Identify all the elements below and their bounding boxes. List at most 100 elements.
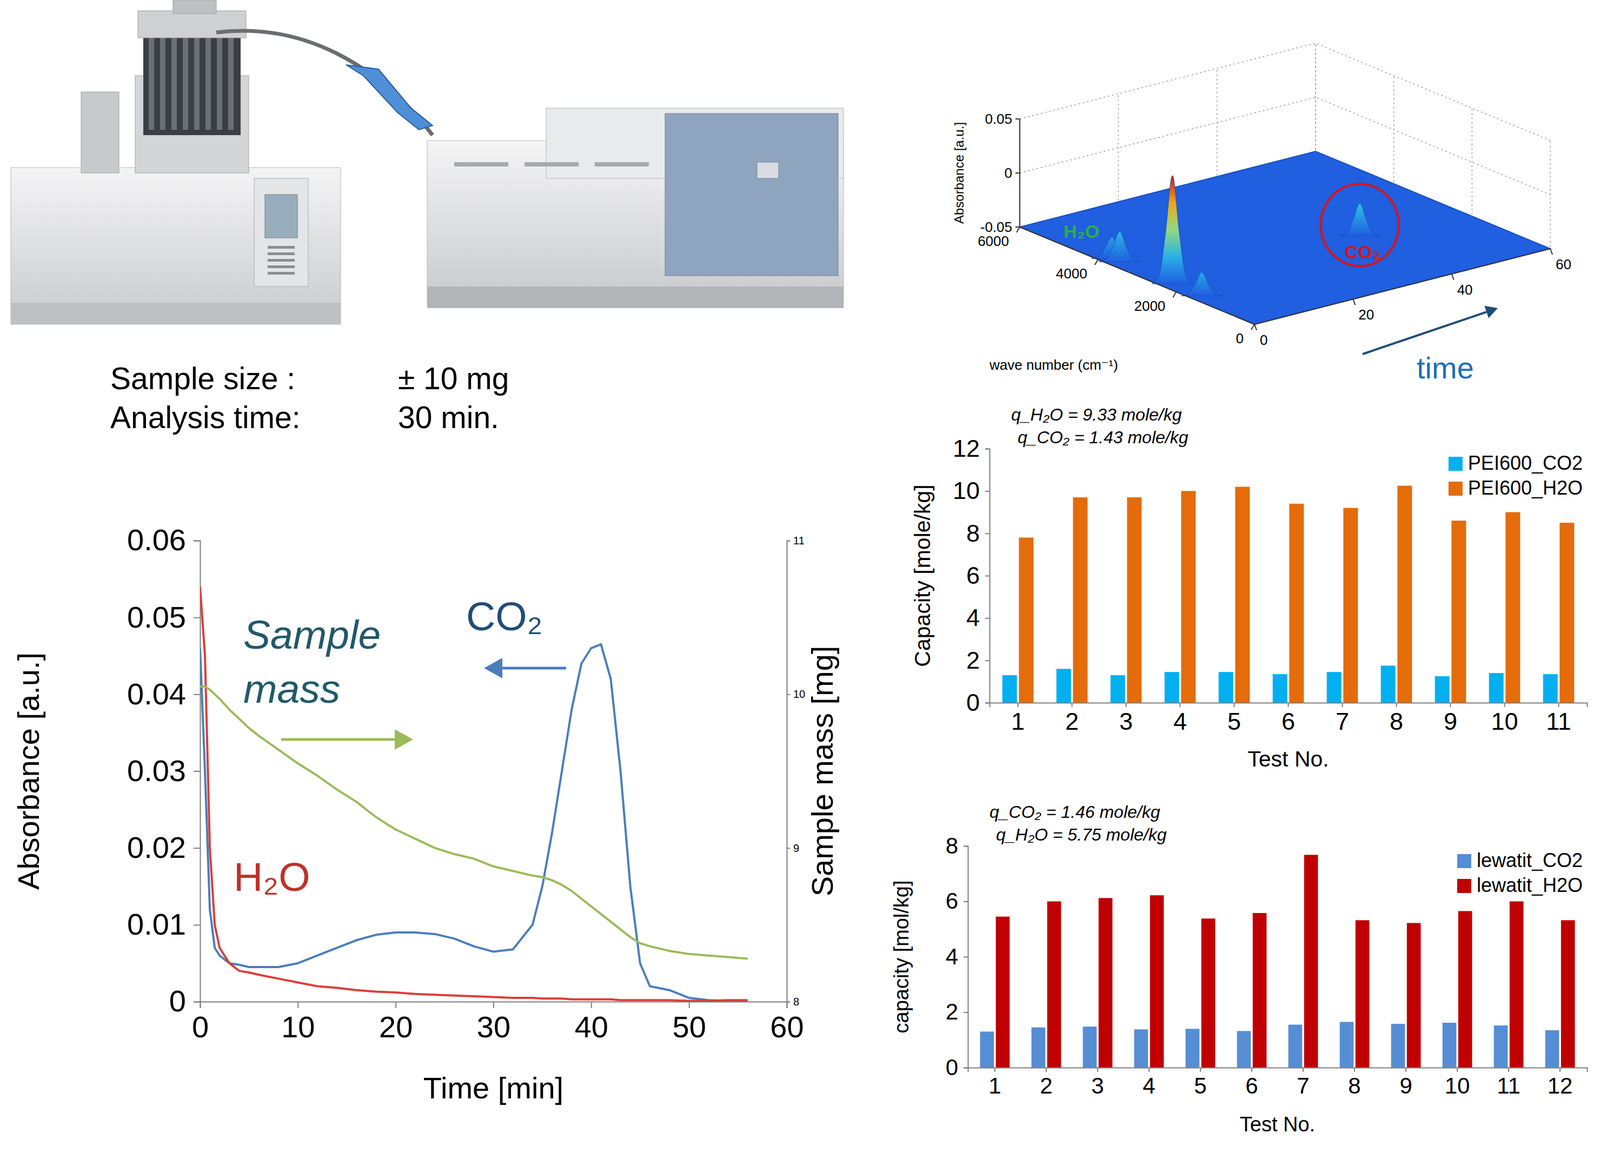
surface-plane — [1019, 151, 1551, 325]
x-axis-tick-mark — [395, 1001, 397, 1009]
line-chart: 010203040506000.010.020.030.040.050.0689… — [11, 522, 840, 1106]
x-axis-tick: 40 — [574, 1001, 609, 1045]
x-axis-tick-mark — [1148, 1067, 1150, 1073]
tga-base — [10, 302, 341, 325]
x-axis: 1234567891011 — [990, 702, 1588, 736]
series-label: H₂O — [233, 854, 311, 900]
x-axis-tick-label: 60 — [769, 1010, 804, 1045]
x-axis-tick-mark — [1405, 1067, 1407, 1073]
bar — [1451, 520, 1466, 703]
x-axis-tick: 4 — [1142, 1067, 1155, 1099]
series-arrow — [502, 667, 567, 670]
x-axis-tick-mark — [1508, 1067, 1510, 1073]
tower-cap — [137, 10, 247, 38]
tga-button — [267, 252, 295, 256]
tga-button — [267, 259, 295, 262]
x-axis-tick: 5 — [1193, 1067, 1207, 1099]
x-axis-tick-label: 1 — [1011, 707, 1025, 736]
x-axis-tick: 2 — [1065, 702, 1079, 736]
y-axis: 02468 — [945, 833, 969, 1081]
x-axis-tick-mark — [1450, 702, 1452, 708]
y-axis-tick-mark — [985, 533, 990, 535]
x-axis-tick-label: 6 — [1281, 707, 1296, 736]
legend-label: lewatit_CO2 — [1476, 849, 1583, 872]
y2-axis-tick: 10 — [786, 688, 806, 701]
tower-stripe — [148, 37, 155, 130]
y2-axis-tick-mark — [786, 694, 790, 696]
x-axis-tick-label: 10 — [1444, 1073, 1471, 1099]
peak — [1339, 203, 1381, 236]
y-axis-tick-label: 0.05 — [127, 600, 187, 635]
y-axis-tick-mark — [963, 901, 968, 903]
tower-stripe — [194, 37, 200, 130]
x-axis-tick-mark — [688, 1001, 690, 1009]
tower-stripe — [228, 37, 234, 130]
bar — [1083, 1026, 1098, 1068]
bar — [1218, 672, 1234, 703]
surface-chart: -0.0500.0502000400060000204060wave numbe… — [951, 43, 1572, 385]
x-axis-tick-mark — [1396, 702, 1398, 708]
x-axis-tick: 3 — [1119, 702, 1133, 736]
x-axis-tick-mark — [1179, 702, 1181, 708]
x-axis-tick-label: 30 — [476, 1010, 511, 1045]
bar — [1561, 920, 1576, 1068]
x-tick-label: 0 — [1236, 330, 1244, 347]
y-tick-label: 0 — [1259, 332, 1268, 349]
x-axis-line — [990, 703, 1588, 708]
x-axis-tick-label: 7 — [1296, 1073, 1310, 1099]
peak — [1181, 271, 1223, 296]
x-axis-tick: 6 — [1281, 702, 1296, 736]
specs: Sample size :± 10 mgAnalysis time:30 min… — [110, 361, 510, 435]
transfer-arrow — [346, 64, 433, 130]
y-axis-tick-label: 4 — [966, 603, 980, 632]
bar — [1505, 512, 1520, 704]
bar — [1235, 487, 1250, 704]
y-axis-tick-mark — [963, 957, 968, 959]
x-axis-tick: 12 — [1547, 1067, 1573, 1099]
bar — [1339, 1021, 1354, 1068]
y2-axis-tick-label: 11 — [793, 534, 805, 547]
bar — [1272, 674, 1288, 703]
y-axis-tick-mark — [963, 1067, 968, 1070]
y-axis-tick-mark — [193, 1001, 201, 1004]
x-axis-tick: 9 — [1399, 1067, 1412, 1099]
x-axis-tick: 1 — [1011, 702, 1025, 736]
peak — [1151, 175, 1193, 284]
y-axis-tick: 2 — [966, 646, 990, 675]
x-axis-tick-label: 40 — [574, 1010, 609, 1045]
z-tick-label: 0 — [1004, 164, 1013, 182]
annotation: q_H₂O = 5.75 mole/kg — [996, 825, 1167, 845]
time-arrow-head — [1484, 306, 1498, 319]
side-column — [81, 91, 119, 174]
ftir-panel — [665, 113, 839, 276]
bar — [1201, 918, 1216, 1068]
x-axis-tick-label: 8 — [1348, 1073, 1361, 1099]
x-axis-tick-label: 10 — [1490, 707, 1518, 736]
x-tick-label: 4000 — [1056, 265, 1088, 282]
x-axis-title: Test No. — [1239, 1113, 1316, 1137]
y-axis-title: Absorbance [a.u.] — [11, 652, 46, 891]
y2-axis: 891011 — [786, 534, 806, 1008]
bar — [1150, 895, 1165, 1068]
y2-axis-tick: 8 — [786, 996, 800, 1008]
y-axis-tick-label: 0.01 — [127, 907, 187, 942]
y2-axis-title: Sample mass [mg] — [805, 646, 840, 898]
x-axis-tick-label: 9 — [1443, 707, 1458, 736]
bar — [1343, 508, 1358, 703]
legend-label: PEI600_H2O — [1468, 476, 1583, 500]
legend-entry: PEI600_CO2 — [1448, 452, 1583, 475]
bar — [1494, 1025, 1509, 1068]
x-axis-tick-mark — [1288, 702, 1290, 708]
x-axis-tick-mark — [1233, 702, 1236, 708]
tga-display — [264, 194, 298, 238]
x-axis-tick: 8 — [1348, 1067, 1361, 1099]
y-axis-tick: 0.06 — [127, 522, 201, 557]
y2-axis-tick-label: 8 — [793, 996, 800, 1008]
y-axis-tick: 2 — [945, 999, 968, 1025]
time-arrow — [1362, 311, 1487, 355]
tga-button — [267, 246, 295, 249]
tga-button — [267, 271, 295, 275]
annotation: q_H₂O = 9.33 mole/kg — [1011, 405, 1183, 425]
spec-value: 30 min. — [397, 400, 500, 435]
tga-front-panel — [254, 178, 309, 287]
